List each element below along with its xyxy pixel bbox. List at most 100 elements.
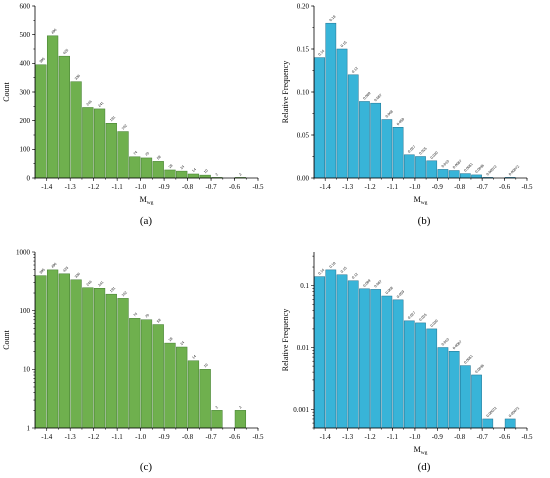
- bar: [105, 293, 117, 429]
- y-tick-label: 0.15: [297, 45, 310, 53]
- y-tick-label: 600: [20, 2, 31, 10]
- x-tick-label: -0.7: [477, 433, 489, 441]
- data-label: 0.0087: [452, 340, 463, 351]
- data-label: 0.059: [396, 117, 405, 126]
- bar: [199, 369, 211, 429]
- data-label: 58: [156, 155, 162, 161]
- bar: [325, 22, 337, 179]
- bar: [176, 346, 188, 429]
- x-axis-label: Mwg: [414, 445, 428, 456]
- bar: [234, 410, 247, 429]
- data-label: 191: [109, 286, 116, 293]
- x-tick-label: -0.6: [229, 183, 241, 191]
- x-axis-label-subscript: wg: [421, 200, 428, 206]
- data-label: 0.0036: [474, 363, 485, 374]
- data-labels: 395 496 425 336 246 241 191 162 74 70 58 28 24 14 10 2 2: [39, 262, 243, 410]
- x-tick-label: -0.8: [454, 433, 466, 441]
- bar: [140, 157, 153, 179]
- bar: [199, 174, 211, 179]
- data-label: 162: [121, 290, 128, 297]
- data-label: 0.089: [362, 91, 371, 100]
- bar: [117, 298, 129, 429]
- panel-label: (b): [418, 215, 431, 227]
- data-label: 162: [121, 124, 128, 131]
- x-tick-label: -0.7: [206, 433, 218, 441]
- x-tick-label: -1.1: [387, 433, 399, 441]
- data-label: 0.00072: [486, 164, 498, 176]
- data-label: 28: [168, 337, 174, 343]
- x-tick-label: -1.3: [342, 183, 354, 191]
- data-label: 70: [144, 151, 150, 157]
- data-label: 246: [86, 100, 93, 107]
- bar: [347, 280, 359, 429]
- bar: [482, 418, 494, 429]
- data-label: 0.087: [374, 279, 383, 288]
- x-tick-label: -0.8: [454, 183, 466, 191]
- y-axis-label: Relative Frequency: [281, 61, 290, 123]
- panel-label: (d): [418, 461, 431, 473]
- bar: [426, 160, 438, 179]
- data-label: 0.020: [430, 151, 439, 160]
- data-label: 2: [238, 172, 242, 176]
- data-label: 0.0087: [452, 159, 463, 170]
- x-tick-label: -1.0: [409, 433, 421, 441]
- data-label: 496: [50, 262, 57, 269]
- x-tick-label: -0.9: [432, 433, 444, 441]
- bar: [437, 169, 449, 179]
- bar: [164, 169, 176, 179]
- data-label: 0.089: [362, 279, 371, 288]
- data-label: 496: [50, 28, 57, 35]
- bar: [105, 123, 117, 179]
- x-tick-label: -0.6: [499, 433, 511, 441]
- x-axis-label-subscript: wg: [147, 200, 154, 206]
- bar: [459, 173, 471, 179]
- y-tick-label: 100: [20, 146, 31, 154]
- data-label: 14: [191, 167, 197, 173]
- bar: [129, 318, 141, 429]
- data-label: 74: [133, 312, 139, 318]
- x-tick-label: -0.6: [499, 183, 511, 191]
- y-tick-label: 0.00: [297, 174, 310, 182]
- bar: [370, 102, 382, 179]
- bars: [35, 35, 247, 179]
- bar: [471, 374, 482, 429]
- y-tick-label: 100: [20, 307, 31, 315]
- bar: [471, 174, 482, 179]
- x-tick-label: -1.2: [88, 433, 100, 441]
- data-label: 0.020: [430, 319, 439, 328]
- x-tick-label: -1.4: [41, 433, 53, 441]
- data-label: 0.025: [418, 313, 427, 322]
- x-tick-label: -1.3: [65, 183, 77, 191]
- x-tick-label: -0.7: [206, 183, 218, 191]
- data-label: 246: [86, 280, 93, 287]
- bar: [35, 64, 47, 179]
- x-tick-label: -0.5: [252, 183, 264, 191]
- data-label: 191: [109, 115, 116, 122]
- y-tick-label: 0.05: [297, 131, 310, 139]
- bar: [58, 273, 70, 429]
- y-axis-label: Count: [2, 81, 11, 101]
- bar: [381, 119, 393, 179]
- x-tick-label: -1.0: [409, 183, 421, 191]
- data-label: 0.010: [441, 337, 450, 346]
- bar: [211, 410, 223, 429]
- x-tick-label: -1.4: [41, 183, 53, 191]
- panel-label: (a): [140, 215, 153, 227]
- data-label: 336: [74, 272, 81, 279]
- bar: [403, 154, 415, 179]
- bars: [314, 22, 516, 179]
- x-axis-label: Mwg: [414, 195, 428, 206]
- bar: [176, 170, 188, 179]
- data-label: 0.027: [407, 145, 416, 154]
- data-label: 2: [238, 405, 242, 409]
- data-label: 0.068: [385, 286, 394, 295]
- x-tick-label: -1.1: [112, 183, 124, 191]
- bar: [314, 276, 325, 429]
- data-label: 0.14: [317, 49, 325, 57]
- x-tick-label: -0.9: [432, 183, 444, 191]
- bar: [117, 131, 129, 179]
- bar: [336, 274, 348, 429]
- data-label: 0.0051: [463, 354, 474, 365]
